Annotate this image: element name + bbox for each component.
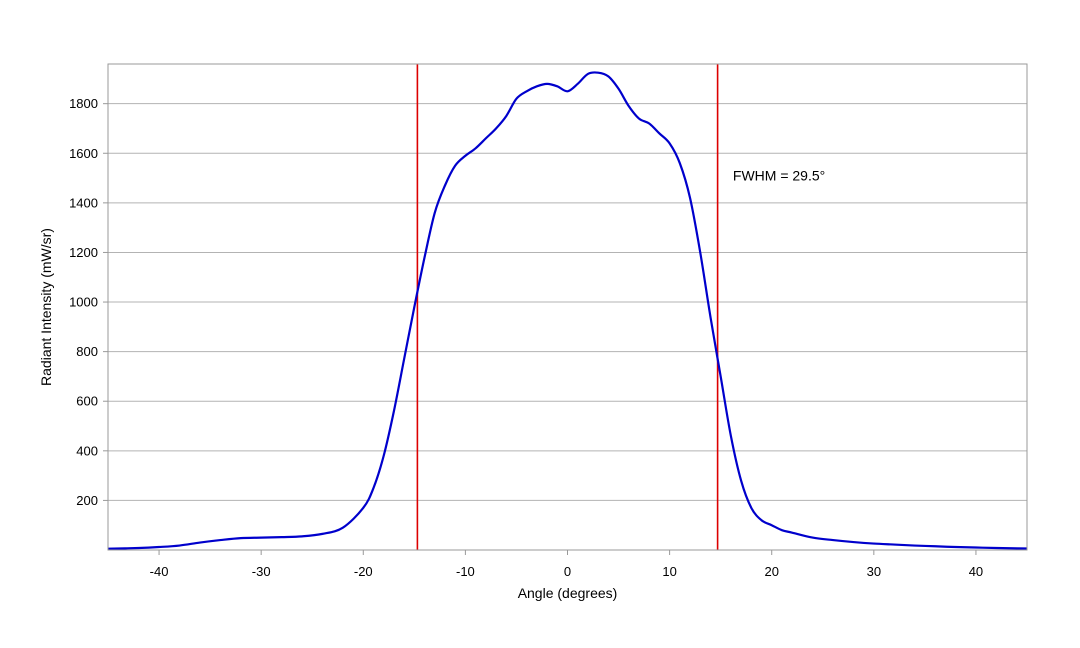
x-tick-label: 40 xyxy=(969,564,983,579)
y-tick-label: 600 xyxy=(76,394,98,409)
plot-area-border xyxy=(107,63,1028,551)
gridlines xyxy=(103,103,1027,555)
fwhm-markers xyxy=(416,64,719,550)
x-tick-label: 20 xyxy=(764,564,778,579)
y-tick-labels: 200 400 600 800 1000 1200 1400 1600 1800 xyxy=(69,96,98,508)
series-line xyxy=(107,71,1028,550)
x-tick-label: -20 xyxy=(354,564,373,579)
y-tick-label: 800 xyxy=(76,344,98,359)
x-tick-label: 30 xyxy=(867,564,881,579)
y-tick-label: 1600 xyxy=(69,146,98,161)
x-tick-label: 0 xyxy=(564,564,571,579)
x-axis-title: Angle (degrees) xyxy=(518,585,618,601)
y-axis-title: Radiant Intensity (mW/sr) xyxy=(38,228,54,386)
x-tick-label: 10 xyxy=(662,564,676,579)
x-tick-label: -10 xyxy=(456,564,475,579)
series-layer xyxy=(107,71,1028,550)
y-tick-label: 1800 xyxy=(69,96,98,111)
y-tick-label: 1200 xyxy=(69,245,98,260)
y-tick-label: 1000 xyxy=(69,295,98,310)
x-tick-label: -30 xyxy=(252,564,271,579)
x-tick-label: -40 xyxy=(150,564,169,579)
y-tick-label: 1400 xyxy=(69,195,98,210)
fwhm-annotation: FWHM = 29.5° xyxy=(733,168,825,184)
x-tick-labels: -40 -30 -20 -10 0 10 20 30 40 xyxy=(150,564,984,579)
y-tick-label: 400 xyxy=(76,443,98,458)
y-tick-label: 200 xyxy=(76,493,98,508)
